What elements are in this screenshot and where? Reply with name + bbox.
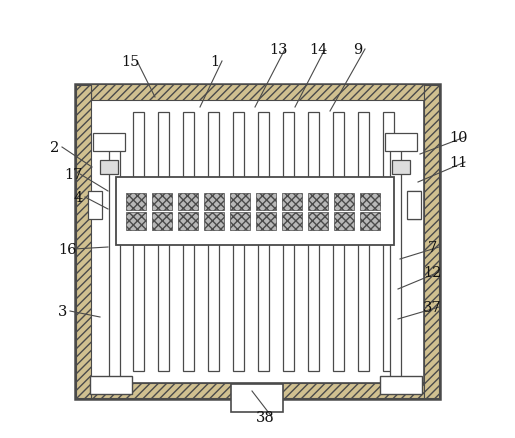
Text: 13: 13 xyxy=(269,43,287,57)
Bar xyxy=(383,113,394,371)
Bar xyxy=(392,161,410,175)
Bar xyxy=(231,384,283,412)
Bar xyxy=(308,113,319,371)
Bar xyxy=(91,383,424,398)
Bar xyxy=(75,85,440,399)
Text: 37: 37 xyxy=(423,300,441,314)
Bar xyxy=(360,194,380,211)
Bar xyxy=(390,143,401,381)
Bar xyxy=(233,113,244,371)
Text: 7: 7 xyxy=(427,240,437,254)
Bar xyxy=(116,177,394,245)
Bar xyxy=(152,194,172,211)
Bar xyxy=(256,194,276,211)
Bar xyxy=(230,194,250,211)
Bar xyxy=(152,212,172,230)
Bar xyxy=(93,134,125,152)
Bar xyxy=(208,113,219,371)
Bar xyxy=(334,194,354,211)
Text: 9: 9 xyxy=(353,43,363,57)
Bar xyxy=(333,113,344,371)
Bar xyxy=(424,86,439,398)
Bar xyxy=(88,191,102,219)
Bar xyxy=(126,194,146,211)
Text: 4: 4 xyxy=(73,191,82,205)
Bar xyxy=(282,194,302,211)
Text: 10: 10 xyxy=(449,131,467,145)
Text: 17: 17 xyxy=(64,168,82,182)
Text: 14: 14 xyxy=(309,43,327,57)
Bar xyxy=(256,212,276,230)
Bar xyxy=(283,113,294,371)
Bar xyxy=(360,212,380,230)
Bar xyxy=(90,376,132,394)
Bar xyxy=(109,143,120,381)
Text: 3: 3 xyxy=(58,304,67,318)
Bar xyxy=(126,212,146,230)
Bar xyxy=(204,194,224,211)
Bar xyxy=(282,212,302,230)
Bar xyxy=(258,113,269,371)
Text: 38: 38 xyxy=(255,410,274,424)
Bar xyxy=(385,134,417,152)
Bar xyxy=(100,161,118,175)
Bar xyxy=(334,212,354,230)
Text: 1: 1 xyxy=(211,55,219,69)
Bar xyxy=(358,113,369,371)
Bar xyxy=(308,212,328,230)
Bar xyxy=(230,212,250,230)
Bar xyxy=(91,85,424,101)
Bar xyxy=(204,212,224,230)
Text: 2: 2 xyxy=(50,141,60,155)
Bar xyxy=(178,194,198,211)
Bar xyxy=(183,113,194,371)
Bar xyxy=(158,113,169,371)
Bar xyxy=(380,376,422,394)
Text: 16: 16 xyxy=(58,243,76,256)
Bar xyxy=(407,191,421,219)
Bar xyxy=(178,212,198,230)
Bar xyxy=(133,113,144,371)
Text: 15: 15 xyxy=(121,55,139,69)
Bar xyxy=(308,194,328,211)
Text: 11: 11 xyxy=(449,155,467,170)
Bar xyxy=(91,101,424,383)
Text: 12: 12 xyxy=(423,265,441,279)
Bar xyxy=(76,86,91,398)
